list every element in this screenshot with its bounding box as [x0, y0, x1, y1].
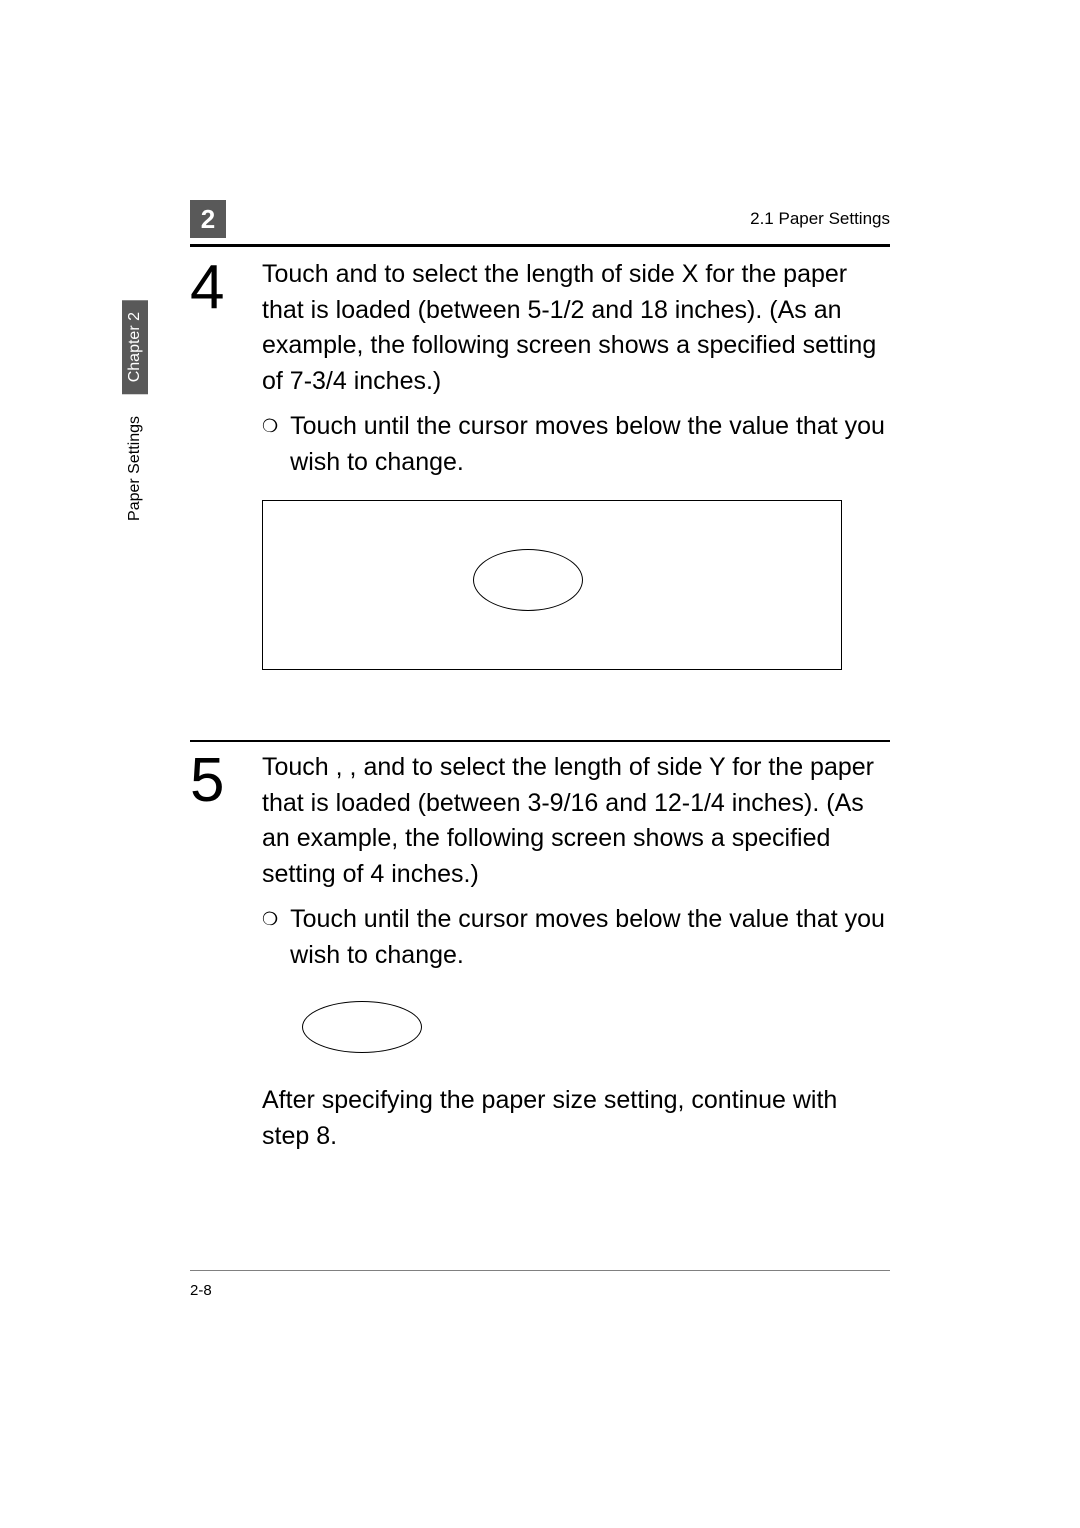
step-5: 5 Touch , , and to select the length of … — [190, 750, 890, 1164]
step-4-text: Touch and to select the length of side X… — [262, 257, 890, 399]
step-5-number: 5 — [190, 750, 238, 1164]
step-5-subtext: Touch until the cursor moves below the v… — [290, 902, 890, 973]
step-5-closing: After specifying the paper size setting,… — [262, 1083, 890, 1154]
step-4-diagram-box — [262, 500, 842, 670]
section-title: 2.1 Paper Settings — [750, 209, 890, 229]
hollow-bullet-icon: ❍ — [262, 902, 278, 973]
step-4-subtext: Touch until the cursor moves below the v… — [290, 409, 890, 480]
chapter-number-box: 2 — [190, 200, 226, 238]
step-4: 4 Touch and to select the length of side… — [190, 257, 890, 670]
side-tab-section: Paper Settings — [122, 404, 148, 533]
step-separator — [190, 740, 890, 742]
step-4-subpoint: ❍ Touch until the cursor moves below the… — [262, 409, 890, 480]
side-tabs: Chapter 2 Paper Settings — [122, 300, 148, 533]
page-content: 2 2.1 Paper Settings 4 Touch and to sele… — [190, 200, 890, 1164]
page-number: 2-8 — [190, 1282, 212, 1299]
step-5-subpoint: ❍ Touch until the cursor moves below the… — [262, 902, 890, 973]
step-4-body: Touch and to select the length of side X… — [262, 257, 890, 670]
oval-icon — [302, 1001, 422, 1053]
header-rule — [190, 244, 890, 247]
hollow-bullet-icon: ❍ — [262, 409, 278, 480]
step-5-text: Touch , , and to select the length of si… — [262, 750, 890, 892]
footer-rule — [190, 1270, 890, 1271]
oval-icon — [473, 549, 583, 611]
step-4-number: 4 — [190, 257, 238, 670]
step-5-body: Touch , , and to select the length of si… — [262, 750, 890, 1164]
page-header: 2 2.1 Paper Settings — [190, 200, 890, 238]
side-tab-chapter: Chapter 2 — [122, 300, 148, 394]
